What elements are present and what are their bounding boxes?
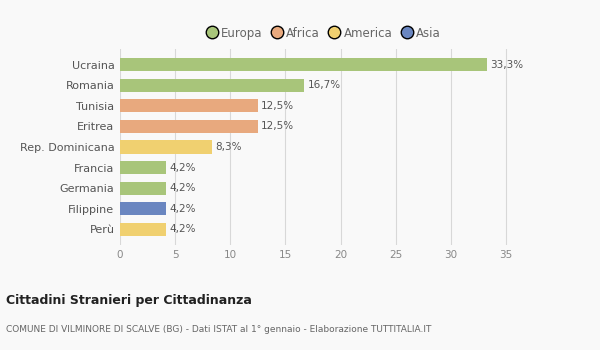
Text: 4,2%: 4,2% (170, 204, 196, 214)
Bar (120, 120, 258, 133)
Text: 33,3%: 33,3% (491, 60, 524, 70)
Text: 12,5%: 12,5% (261, 121, 294, 131)
Text: 8,3%: 8,3% (215, 142, 241, 152)
Text: 4,2%: 4,2% (170, 183, 196, 193)
Bar (120, 223, 166, 236)
Text: Cittadini Stranieri per Cittadinanza: Cittadini Stranieri per Cittadinanza (6, 294, 252, 307)
Bar (120, 161, 166, 174)
Legend: Europa, Africa, America, Asia: Europa, Africa, America, Asia (203, 23, 445, 44)
Text: 4,2%: 4,2% (170, 224, 196, 234)
Bar (120, 202, 166, 216)
Bar (120, 140, 212, 154)
Bar (120, 99, 258, 112)
Text: 12,5%: 12,5% (261, 101, 294, 111)
Text: COMUNE DI VILMINORE DI SCALVE (BG) - Dati ISTAT al 1° gennaio - Elaborazione TUT: COMUNE DI VILMINORE DI SCALVE (BG) - Dat… (6, 326, 431, 335)
Text: 4,2%: 4,2% (170, 163, 196, 173)
Bar (120, 78, 304, 92)
Bar (120, 182, 166, 195)
Bar (120, 58, 487, 71)
Text: 16,7%: 16,7% (307, 80, 341, 90)
